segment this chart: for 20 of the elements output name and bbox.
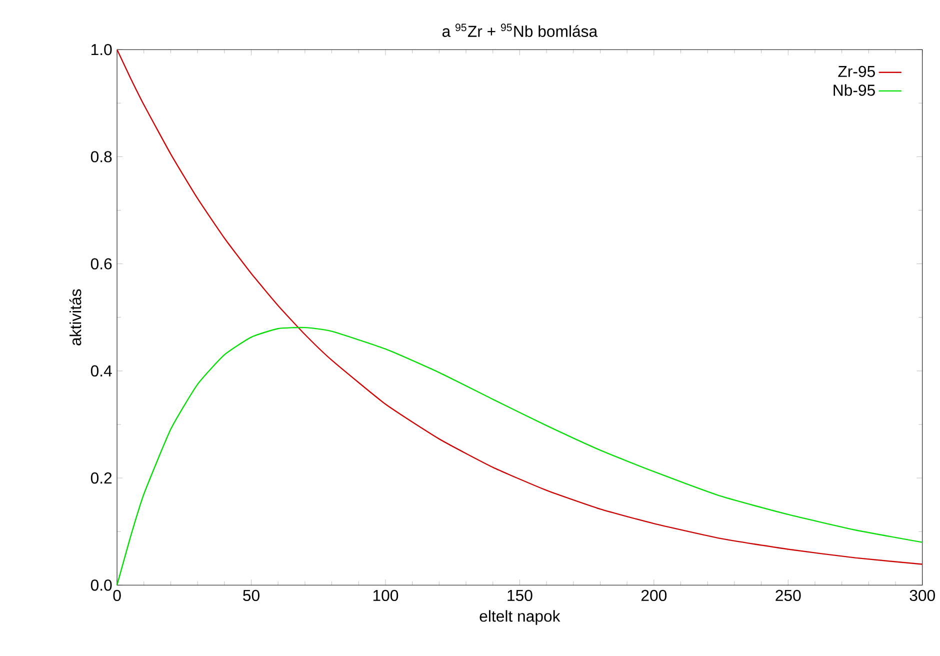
x-axis-title: eltelt napok bbox=[480, 610, 560, 626]
line-series bbox=[117, 50, 922, 566]
x-tick-label: 0 bbox=[113, 590, 121, 602]
legend-label: Nb-95 bbox=[834, 84, 875, 96]
x-tick-label: 200 bbox=[641, 590, 667, 602]
legend-label: Zr-95 bbox=[838, 66, 875, 78]
y-tick-label: 0.8 bbox=[90, 151, 112, 163]
y-tick-label: 0.2 bbox=[90, 472, 112, 484]
x-tick-label: 100 bbox=[373, 590, 398, 602]
x-tick-label: 250 bbox=[776, 590, 801, 602]
y-tick-label: 0.0 bbox=[90, 580, 112, 591]
x-tick-label: 50 bbox=[243, 590, 260, 602]
x-tick-label: 150 bbox=[508, 590, 532, 602]
x-tick-label: 300 bbox=[910, 590, 935, 602]
y-tick-label: 1.0 bbox=[92, 44, 112, 56]
y-tick-label: 0.6 bbox=[90, 258, 112, 270]
y-axis-title: aktivitás bbox=[69, 290, 82, 346]
y-tick-label: 0.4 bbox=[90, 366, 112, 377]
line-series bbox=[117, 327, 922, 586]
chart-title: a $^{95}$Zr + $^{95}$Nb bomlása bbox=[442, 24, 598, 38]
